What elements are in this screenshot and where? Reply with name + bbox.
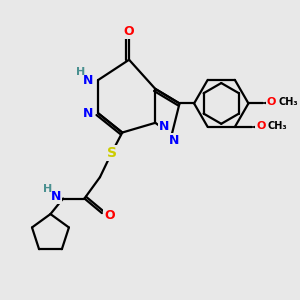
Text: CH₃: CH₃: [278, 98, 298, 107]
Text: O: O: [104, 208, 115, 221]
Text: N: N: [159, 120, 170, 133]
Text: N: N: [83, 106, 93, 120]
Text: O: O: [124, 25, 134, 38]
Text: N: N: [169, 134, 179, 147]
Text: N: N: [83, 74, 93, 87]
Text: H: H: [43, 184, 52, 194]
Text: N: N: [51, 190, 61, 203]
Text: O: O: [267, 98, 276, 107]
Text: CH₃: CH₃: [268, 121, 287, 131]
Text: H: H: [76, 68, 85, 77]
Text: O: O: [256, 121, 266, 131]
Text: S: S: [106, 146, 117, 160]
